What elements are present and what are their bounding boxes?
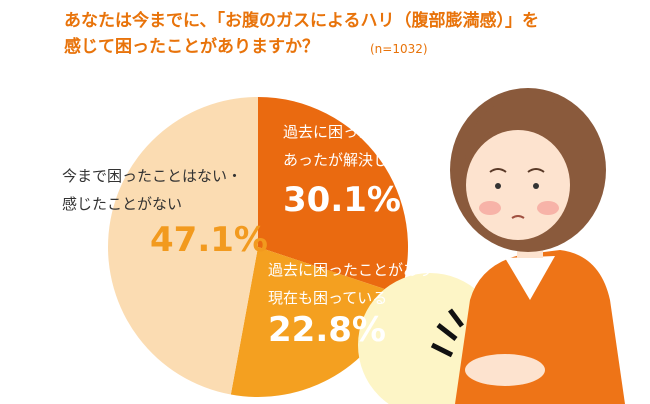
pie-slice [258, 97, 408, 295]
chart-title: あなたは今までに、「お腹のガスによるハリ（腹部膨満感）」を 感じて困ったことがあ… [64, 11, 539, 57]
pie [108, 97, 408, 398]
pie-slice [230, 247, 401, 398]
illustration [358, 88, 625, 404]
slice-label: 過去に困ったことが あったが解決した [283, 123, 419, 169]
chart-subtitle: (n=1032) [370, 42, 428, 56]
value-label: 22.8% [268, 310, 386, 350]
slice-label: 過去に困ったことがあり 現在も困っている [268, 261, 434, 307]
slice-label: 今まで困ったことはない・ 感じたことがない [62, 167, 243, 213]
value-label: 30.1% [283, 180, 401, 220]
pie-slice [108, 97, 258, 395]
value-label: 47.1% [150, 220, 268, 260]
